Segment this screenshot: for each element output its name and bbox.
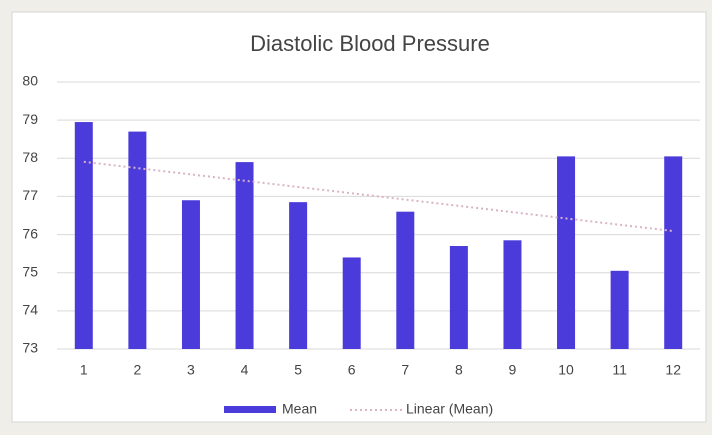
bar — [74, 122, 93, 349]
bar — [235, 162, 254, 349]
y-tick-label: 74 — [22, 302, 38, 318]
x-tick-label: 10 — [558, 362, 574, 378]
bar — [289, 202, 308, 349]
bar — [396, 211, 415, 349]
legend-label: Mean — [282, 401, 317, 417]
x-tick-label: 7 — [401, 362, 409, 378]
bar — [664, 156, 683, 349]
y-tick-label: 77 — [22, 187, 38, 203]
x-tick-label: 2 — [133, 362, 141, 378]
x-tick-label: 11 — [612, 362, 627, 378]
bar — [342, 257, 361, 349]
bar — [449, 246, 468, 349]
x-tick-label: 4 — [241, 362, 249, 378]
y-tick-label: 79 — [22, 111, 38, 127]
y-tick-label: 76 — [22, 225, 38, 241]
y-tick-label: 78 — [22, 149, 38, 165]
bar — [610, 270, 629, 349]
y-tick-label: 73 — [22, 340, 38, 356]
x-tick-label: 1 — [80, 362, 88, 378]
bar — [128, 131, 147, 349]
bar — [557, 156, 576, 349]
x-tick-label: 5 — [294, 362, 302, 378]
bar — [503, 240, 522, 349]
y-tick-label: 75 — [22, 263, 38, 279]
x-tick-label: 3 — [187, 362, 195, 378]
chart-title: Diastolic Blood Pressure — [250, 31, 490, 56]
legend-swatch — [224, 406, 276, 413]
x-tick-label: 9 — [509, 362, 517, 378]
x-tick-label: 6 — [348, 362, 356, 378]
x-tick-label: 12 — [665, 362, 681, 378]
chart-area — [11, 11, 707, 423]
bar — [181, 200, 200, 349]
y-tick-label: 80 — [22, 73, 38, 89]
x-tick-label: 8 — [455, 362, 463, 378]
legend-label: Linear (Mean) — [406, 401, 493, 417]
trendline — [83, 160, 674, 233]
